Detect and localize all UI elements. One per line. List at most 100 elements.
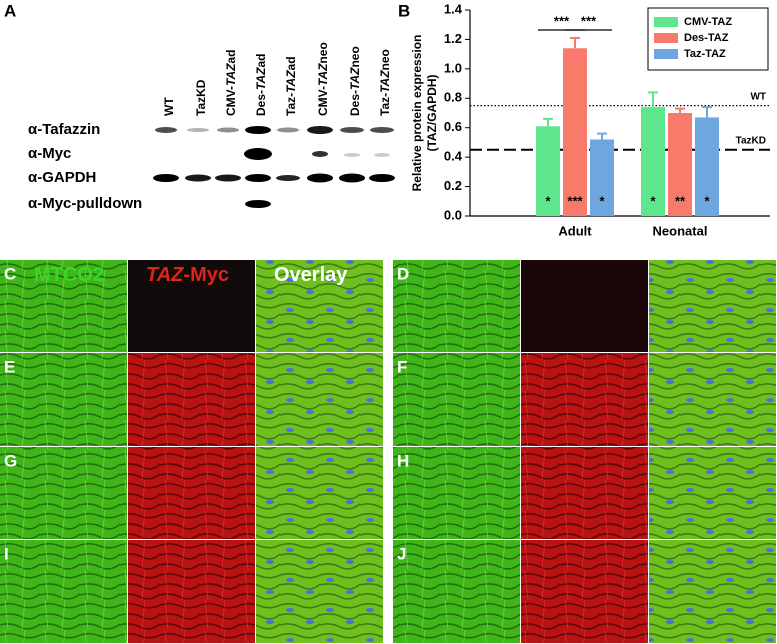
lane-label-part: TAZ [284,70,298,93]
lane-label: WT [162,97,176,116]
panel-label: F [397,357,407,376]
micrograph [649,540,776,643]
panel-label: G [4,451,17,470]
lane-label: Taz-TAZad [284,56,298,116]
bar [641,107,665,216]
panel-label: J [397,544,406,563]
lane-label-part: neo [378,49,392,70]
lane-label: CMV-TAZad [224,50,238,116]
lane-label-part: TAZ [348,67,362,90]
micrograph [649,260,776,352]
lane-label-part: CMV- [224,86,238,116]
micrograph [0,447,127,539]
y-tick-label: 1.2 [444,31,462,46]
bar [563,48,587,216]
micrograph [256,260,383,352]
column-heading-part: -Myc [183,264,229,286]
lane-label-part: neo [316,42,330,63]
x-tick-label: Neonatal [653,223,708,238]
legend-label: CMV-TAZ [684,16,732,28]
micrograph [0,353,127,446]
bracket-label: *** [581,13,597,28]
panel-label: E [4,357,15,376]
lane-label-part: TAZ [254,67,268,90]
bar-chart: 0.0 0.2 0.4 0.6 0.8 1.0 1.2 1.4 Relative protein… [410,1,770,238]
significance-label: * [599,193,605,208]
bar [590,139,614,216]
legend-label: Des-TAZ [684,32,729,44]
lane-label: Des-TAZad [254,54,268,116]
micrograph [521,353,648,446]
blot-row-label: α-Tafazzin [28,121,100,138]
column-heading-part: Overlay [274,264,348,286]
y-tick-label: 0.6 [444,119,462,134]
y-tick-label: 0.8 [444,90,462,105]
legend-swatch [654,33,678,43]
lane-label-part: ad [284,56,298,70]
legend-swatch [654,17,678,27]
lane-label-part: TazKD [194,79,208,116]
y-tick-label: 0.4 [444,149,463,164]
reference-label: WT [750,91,766,102]
panel-label: C [4,264,16,283]
significance-label: * [704,193,710,208]
micrograph [128,540,255,643]
lane-label: TazKD [194,79,208,116]
legend-label: Taz-TAZ [684,48,726,60]
micrograph [393,353,520,446]
reference-label: TazKD [736,135,766,146]
lane-label-part: Taz- [284,93,298,116]
micrograph [393,447,520,539]
significance-label: *** [567,193,583,208]
panel-label: D [397,264,409,283]
y-tick-label: 1.0 [444,60,462,75]
column-heading: TAZ-Myc [146,264,229,286]
y-tick-label: 0.2 [444,178,462,193]
micrograph [256,353,383,446]
lane-label: Des-TAZneo [348,46,362,116]
y-axis-label: Relative protein expression [410,35,424,192]
significance-label: * [545,193,551,208]
lane-label-part: TAZ [224,63,238,86]
panel-label: I [4,544,9,563]
lane-label: CMV-TAZneo [316,42,330,116]
lane-label-part: WT [162,97,176,116]
micrograph [0,540,127,643]
panel-label: B [398,1,410,20]
micrograph [0,260,127,352]
y-axis-label: (TAZ/GAPDH) [425,74,439,151]
micrograph [521,540,648,643]
y-tick-label: 0.0 [444,207,462,222]
lane-label-part: ad [224,50,238,64]
bar [536,126,560,216]
lane-label-part: Des- [348,90,362,116]
significance-label: ** [675,193,686,208]
lane-label-part: Taz- [378,93,392,116]
blot-row-label: α-Myc [28,145,71,162]
bracket-label: *** [554,13,570,28]
micrograph [393,540,520,643]
lane-label-part: neo [348,46,362,67]
blot-bands [148,122,395,212]
lane-label-part: ad [254,54,268,68]
micrograph [521,447,648,539]
micrograph [649,447,776,539]
x-tick-label: Adult [558,223,592,238]
panel-label: H [397,451,409,470]
column-heading-part: MTCO2 [34,264,104,286]
panel-label: A [4,1,16,20]
micrograph [649,353,776,446]
lane-label-part: TAZ [316,63,330,86]
lane-label-part: Des- [254,90,268,116]
legend-swatch [654,49,678,59]
micrograph [128,353,255,446]
blot-row-label: α-Myc-pulldown [28,195,142,212]
micrograph [521,260,648,352]
bar [668,113,692,216]
column-heading: Overlay [274,264,348,286]
significance-label: * [650,193,656,208]
micrograph [393,260,520,352]
micrograph [128,447,255,539]
micrograph [256,540,383,643]
bar [695,117,719,216]
